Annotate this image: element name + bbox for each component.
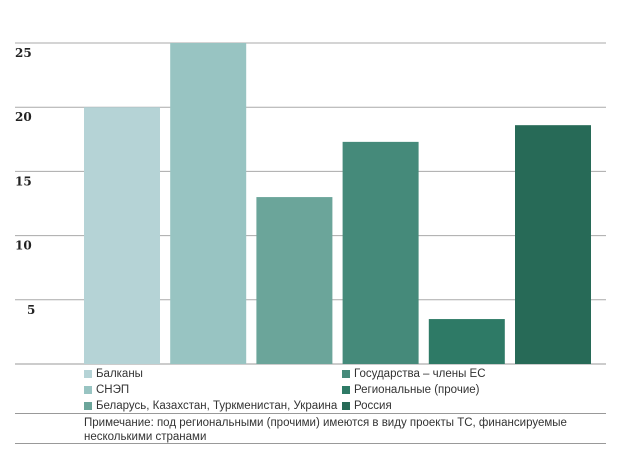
bar (170, 43, 247, 364)
legend-swatch (84, 402, 92, 410)
bar (256, 197, 333, 364)
divider (15, 443, 606, 444)
y-tick-label: 15 (15, 174, 32, 188)
legend-item: СНЭП (84, 382, 337, 398)
y-tick-label: 20 (15, 110, 32, 124)
legend-item: Россия (342, 398, 486, 414)
legend-label: Региональные (прочие) (354, 384, 480, 396)
bar (84, 107, 160, 364)
legend-swatch (84, 370, 92, 378)
bar-chart: 5 10 15 20 25 (15, 42, 606, 365)
y-tick-label: 5 (27, 303, 35, 317)
legend-item: Балканы (84, 366, 337, 382)
legend-label: Государства – члены ЕС (354, 368, 486, 380)
y-tick-label: 10 (15, 239, 32, 253)
legend-item: Региональные (прочие) (342, 382, 486, 398)
legend-swatch (342, 370, 350, 378)
legend-label: Беларусь, Казахстан, Туркменистан, Украи… (96, 400, 338, 412)
bar (342, 141, 419, 364)
legend-left: Балканы СНЭП Беларусь, Казахстан, Туркме… (84, 366, 337, 414)
legend-label: СНЭП (96, 384, 130, 396)
legend-label: Россия (354, 400, 392, 412)
bar (428, 319, 505, 364)
divider (15, 413, 606, 414)
legend-item: Государства – члены ЕС (342, 366, 486, 382)
y-tick-label: 25 (15, 46, 32, 60)
legend-swatch (342, 386, 350, 394)
bar (515, 125, 591, 365)
legend-item: Беларусь, Казахстан, Туркменистан, Украи… (84, 398, 337, 414)
legend-label: Балканы (96, 368, 143, 380)
legend-right: Государства – члены ЕС Региональные (про… (342, 366, 486, 414)
legend-swatch (84, 386, 92, 394)
chart-note: Примечание: под региональными (прочими) … (84, 417, 567, 443)
legend-swatch (342, 402, 350, 410)
